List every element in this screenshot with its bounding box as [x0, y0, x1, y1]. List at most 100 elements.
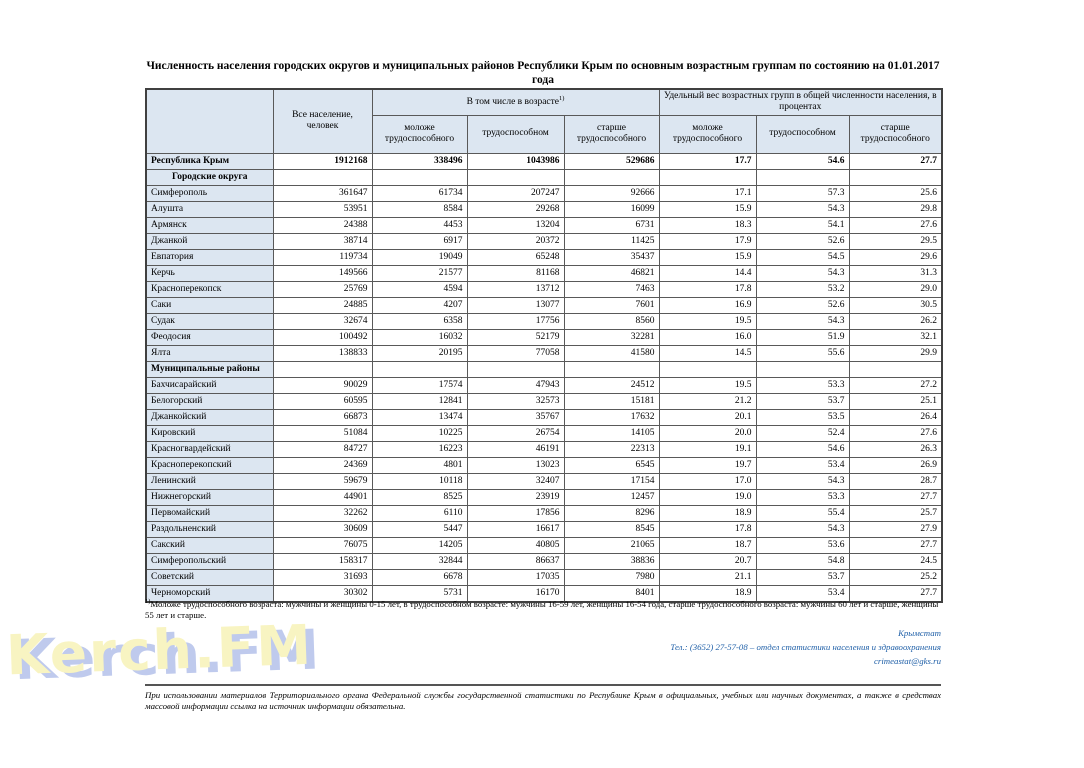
section-row: Городские округа	[145, 168, 943, 186]
cell: 26754	[466, 424, 565, 442]
row-label: Ялта	[145, 344, 274, 362]
cell: 54.8	[755, 552, 850, 570]
cell: 5731	[371, 584, 468, 602]
cell: 61734	[371, 184, 468, 202]
table-row: Раздольненский 30609 5447 16617 8545 17.8 54.3…	[145, 520, 943, 538]
cell	[272, 168, 373, 186]
cell: 15.9	[658, 248, 757, 266]
col-header-working-pct: трудоспособном	[755, 114, 850, 154]
divider-line	[145, 684, 941, 686]
cell: 16099	[563, 200, 660, 218]
cell: 16032	[371, 328, 468, 346]
cell	[755, 168, 850, 186]
cell: 17035	[466, 568, 565, 586]
table-row: Джанкой 38714 6917 20372 11425 17.9 52.6 29.5	[145, 232, 943, 250]
cell: 16617	[466, 520, 565, 538]
cell: 46821	[563, 264, 660, 282]
cell: 27.7	[848, 584, 943, 602]
col-group-share: Удельный вес возрастных групп в общей чи…	[658, 88, 943, 116]
row-label: Белогорский	[145, 392, 274, 410]
cell: 65248	[466, 248, 565, 266]
cell: 51.9	[755, 328, 850, 346]
cell: 55.4	[755, 504, 850, 522]
cell: 14205	[371, 536, 468, 554]
cell: 25.1	[848, 392, 943, 410]
cell: 57.3	[755, 184, 850, 202]
cell: 53.3	[755, 376, 850, 394]
cell: 24885	[272, 296, 373, 314]
row-label: Джанкойский	[145, 408, 274, 426]
row-label: Раздольненский	[145, 520, 274, 538]
cell: 12841	[371, 392, 468, 410]
cell: 52.4	[755, 424, 850, 442]
cell: 53.4	[755, 584, 850, 602]
cell: 54.1	[755, 216, 850, 234]
cell: 17.8	[658, 280, 757, 298]
cell: 27.9	[848, 520, 943, 538]
table-row: Черноморский 30302 5731 16170 8401 18.9 53.4 27…	[145, 584, 943, 602]
cell: 8545	[563, 520, 660, 538]
cell: 30.5	[848, 296, 943, 314]
footnote-text: Моложе трудоспособного возраста: мужчины…	[145, 599, 939, 621]
cell: 12457	[563, 488, 660, 506]
cell: 32262	[272, 504, 373, 522]
col-header-working: трудоспособном	[466, 114, 565, 154]
cell: 53.3	[755, 488, 850, 506]
cell: 35767	[466, 408, 565, 426]
cell: 21.1	[658, 568, 757, 586]
cell: 15181	[563, 392, 660, 410]
cell: 4801	[371, 456, 468, 474]
table-row: Джанкойский 66873 13474 35767 17632 20.1 53.5 2…	[145, 408, 943, 426]
cell: 30609	[272, 520, 373, 538]
cell: 53.5	[755, 408, 850, 426]
cell: 41580	[563, 344, 660, 362]
cell: 17.8	[658, 520, 757, 538]
contact-email[interactable]: crimeastat@gks.ru	[874, 656, 941, 666]
cell: 27.6	[848, 216, 943, 234]
cell: 25.6	[848, 184, 943, 202]
cell: 529686	[563, 152, 660, 170]
contact-block: Крымстат Тел.: (3652) 27-57-08 – отдел с…	[441, 626, 941, 668]
cell: 4594	[371, 280, 468, 298]
cell: 19.5	[658, 312, 757, 330]
cell	[371, 168, 468, 186]
cell: 29.8	[848, 200, 943, 218]
cell: 24388	[272, 216, 373, 234]
cell: 17756	[466, 312, 565, 330]
cell: 13204	[466, 216, 565, 234]
row-label: Первомайский	[145, 504, 274, 522]
table-row: Евпатория 119734 19049 65248 35437 15.9 54.5 29…	[145, 248, 943, 266]
cell: 52.6	[755, 232, 850, 250]
section-row: Муниципальные районы	[145, 360, 943, 378]
cell: 54.3	[755, 472, 850, 490]
row-label: Керчь	[145, 264, 274, 282]
table-row: Судак 32674 6358 17756 8560 19.5 54.3 26.2	[145, 312, 943, 330]
cell: 53.4	[755, 456, 850, 474]
cell	[563, 168, 660, 186]
cell: 25.7	[848, 504, 943, 522]
cell: 28.7	[848, 472, 943, 490]
cell: 76075	[272, 536, 373, 554]
cell: 16223	[371, 440, 468, 458]
cell: 19.5	[658, 376, 757, 394]
cell: 53.6	[755, 536, 850, 554]
cell: 23919	[466, 488, 565, 506]
kerch-fm-watermark: Kerch.FM	[4, 612, 315, 688]
cell: 19.0	[658, 488, 757, 506]
cell: 31.3	[848, 264, 943, 282]
row-label: Кировский	[145, 424, 274, 442]
table-row: Ялта 138833 20195 77058 41580 14.5 55.6 29.9	[145, 344, 943, 362]
table-row: Советский 31693 6678 17035 7980 21.1 53.7 25.2	[145, 568, 943, 586]
row-label: Алушта	[145, 200, 274, 218]
cell: 17.9	[658, 232, 757, 250]
cell: 20195	[371, 344, 468, 362]
table-row: Армянск 24388 4453 13204 6731 18.3 54.1 27.6	[145, 216, 943, 234]
cell: 25.2	[848, 568, 943, 586]
table-row: Красноперекопск 25769 4594 13712 7463 17.8 53.…	[145, 280, 943, 298]
cell: 21065	[563, 536, 660, 554]
col-group-in-age-label: В том числе в возрасте	[466, 96, 560, 107]
total-row: Республика Крым 1912168 338496 1043986 52968…	[145, 152, 943, 170]
corner-cell	[145, 88, 274, 154]
contact-phone: Тел.: (3652) 27-57-08 – отдел статистики…	[670, 642, 941, 652]
cell: 8525	[371, 488, 468, 506]
